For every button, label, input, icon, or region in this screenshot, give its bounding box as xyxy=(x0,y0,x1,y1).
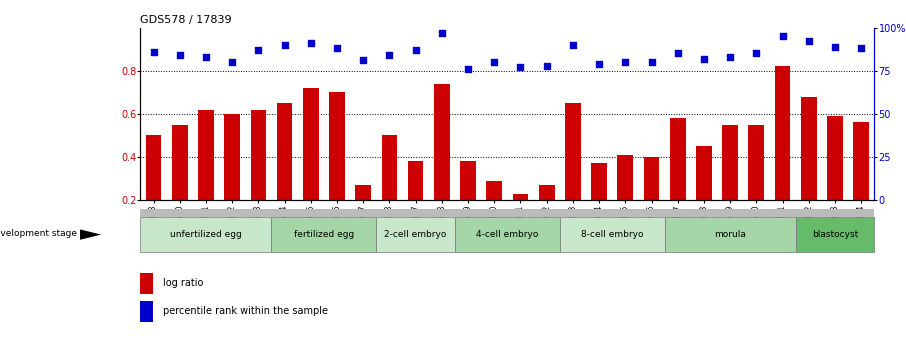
Bar xyxy=(643,157,660,243)
Bar xyxy=(560,217,665,252)
Point xyxy=(828,44,843,49)
Bar xyxy=(303,88,319,243)
Text: morula: morula xyxy=(714,230,746,239)
Text: GDS578 / 17839: GDS578 / 17839 xyxy=(140,16,232,26)
Polygon shape xyxy=(80,229,101,240)
Text: 4-cell embryo: 4-cell embryo xyxy=(477,230,538,239)
Bar xyxy=(381,136,397,243)
Point xyxy=(356,58,371,63)
Text: blastocyst: blastocyst xyxy=(812,230,858,239)
Bar xyxy=(748,125,764,243)
Point xyxy=(382,52,397,58)
Point xyxy=(330,46,344,51)
Point xyxy=(487,59,502,65)
Bar xyxy=(140,273,153,294)
Bar xyxy=(355,185,371,243)
Bar xyxy=(565,103,581,243)
Point xyxy=(251,47,265,53)
Bar xyxy=(696,146,712,243)
Bar xyxy=(795,217,874,252)
Text: development stage: development stage xyxy=(0,229,77,238)
Point xyxy=(618,59,632,65)
Bar xyxy=(250,110,266,243)
Point xyxy=(697,56,711,61)
Text: log ratio: log ratio xyxy=(163,278,203,288)
Text: fertilized egg: fertilized egg xyxy=(294,230,354,239)
Point xyxy=(277,42,292,48)
Point xyxy=(435,30,449,36)
Point xyxy=(565,42,580,48)
Bar xyxy=(801,97,816,243)
Point xyxy=(513,65,527,70)
Bar xyxy=(853,122,869,243)
Point xyxy=(749,51,764,56)
Bar xyxy=(434,84,449,243)
Point xyxy=(592,61,606,67)
Bar xyxy=(617,155,633,243)
Bar xyxy=(329,92,345,243)
Point xyxy=(146,49,160,55)
Bar xyxy=(276,103,293,243)
Bar xyxy=(272,217,376,252)
Bar xyxy=(513,194,528,243)
Point xyxy=(304,40,318,46)
Point xyxy=(172,52,187,58)
Bar xyxy=(198,110,214,243)
Point xyxy=(802,39,816,44)
Point xyxy=(198,54,213,60)
Point xyxy=(723,54,737,60)
Bar xyxy=(665,217,795,252)
Bar xyxy=(140,217,272,252)
Bar xyxy=(670,118,686,243)
Bar xyxy=(376,217,455,252)
Text: 8-cell embryo: 8-cell embryo xyxy=(581,230,643,239)
Point xyxy=(461,66,476,72)
Bar xyxy=(140,300,153,322)
Bar xyxy=(539,185,554,243)
Point xyxy=(854,46,869,51)
Text: 2-cell embryo: 2-cell embryo xyxy=(384,230,447,239)
Bar xyxy=(487,181,502,243)
Point xyxy=(539,63,554,68)
Text: percentile rank within the sample: percentile rank within the sample xyxy=(163,306,328,316)
Bar xyxy=(775,66,790,243)
Point xyxy=(644,59,659,65)
Bar xyxy=(225,114,240,243)
Bar xyxy=(408,161,423,243)
Point xyxy=(776,33,790,39)
Bar xyxy=(592,164,607,243)
Point xyxy=(409,47,423,53)
Bar xyxy=(172,125,188,243)
Bar xyxy=(460,161,476,243)
Bar xyxy=(827,116,843,243)
Text: unfertilized egg: unfertilized egg xyxy=(170,230,242,239)
Point xyxy=(225,59,239,65)
Bar xyxy=(722,125,738,243)
Bar xyxy=(146,136,161,243)
Bar xyxy=(455,217,560,252)
Point xyxy=(670,51,685,56)
